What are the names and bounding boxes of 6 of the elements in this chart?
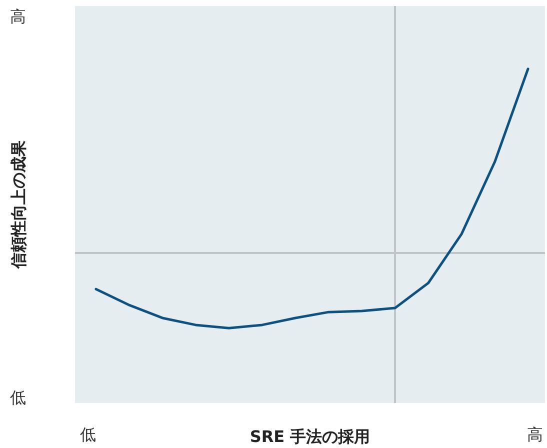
text: 高 (527, 425, 543, 444)
y-axis-title: 信頼性向上の成果 (9, 140, 28, 270)
text: 高 (10, 7, 26, 26)
text: 低 (80, 425, 96, 444)
text: 低 (10, 388, 26, 407)
text: SRE 手法の採用 (250, 427, 370, 446)
